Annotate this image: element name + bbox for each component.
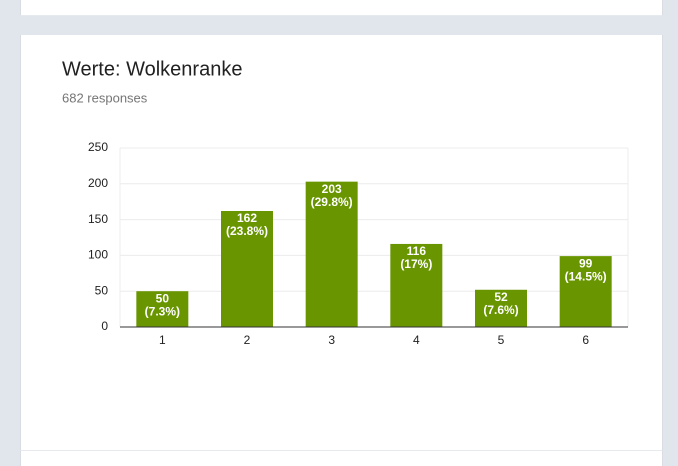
data-label: 203	[322, 182, 342, 196]
x-tick-label: 1	[159, 333, 166, 347]
bar	[390, 243, 443, 327]
data-label: (29.8%)	[311, 195, 353, 209]
bar	[305, 181, 358, 327]
data-label: (14.5%)	[565, 269, 607, 283]
bar	[475, 289, 527, 327]
data-label: (17%)	[400, 257, 432, 271]
x-tick-label: 6	[582, 333, 589, 347]
bar	[136, 291, 189, 327]
x-tick-label: 4	[413, 333, 420, 347]
x-tick-label: 2	[244, 333, 251, 347]
y-tick-label: 200	[88, 176, 108, 190]
y-tick-label: 50	[95, 283, 109, 297]
y-tick-label: 150	[88, 212, 108, 226]
x-tick-label: 5	[498, 333, 505, 347]
previous-card	[20, 0, 663, 16]
bar	[221, 211, 273, 327]
chart-title: Werte: Wolkenranke	[62, 58, 242, 80]
data-label: 52	[494, 290, 508, 304]
next-card	[20, 450, 663, 466]
y-tick-label: 0	[101, 319, 108, 333]
data-label: (23.8%)	[226, 224, 268, 238]
x-tick-label: 3	[328, 333, 335, 347]
data-label: 162	[237, 211, 257, 225]
data-label: 50	[156, 291, 170, 305]
chart-subtitle: 682 responses	[62, 90, 148, 105]
data-label: (7.6%)	[483, 303, 518, 317]
y-tick-label: 250	[88, 140, 108, 154]
data-label: (7.3%)	[145, 304, 180, 318]
data-label: 116	[407, 244, 427, 258]
data-label: 99	[579, 256, 593, 270]
y-tick-label: 100	[88, 248, 108, 262]
bar	[559, 256, 612, 327]
